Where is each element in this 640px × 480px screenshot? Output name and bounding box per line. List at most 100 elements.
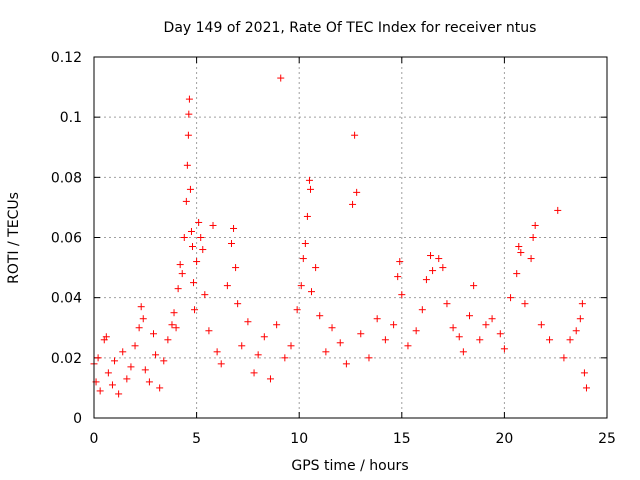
data-point xyxy=(102,333,110,341)
data-point xyxy=(342,360,350,368)
data-point xyxy=(250,369,258,377)
data-point xyxy=(496,330,504,338)
data-point xyxy=(180,234,188,241)
data-point xyxy=(135,324,143,332)
data-point xyxy=(572,327,580,335)
data-point xyxy=(227,240,235,248)
data-point xyxy=(141,366,149,374)
data-point xyxy=(230,224,238,232)
data-point xyxy=(560,354,568,362)
data-point xyxy=(108,381,116,389)
data-point xyxy=(365,354,373,362)
data-point xyxy=(529,234,537,241)
data-point xyxy=(119,348,127,356)
data-point xyxy=(422,276,430,284)
data-point xyxy=(299,255,307,263)
data-point xyxy=(303,212,311,220)
data-point xyxy=(94,354,102,362)
data-point xyxy=(305,176,313,184)
data-point xyxy=(123,375,131,383)
data-point xyxy=(139,315,147,323)
data-point xyxy=(238,342,246,350)
grid-lines xyxy=(94,57,607,418)
data-point xyxy=(150,330,158,338)
data-point xyxy=(466,312,474,320)
data-point xyxy=(213,348,221,356)
y-axis-label: ROTI / TECUs xyxy=(6,192,22,284)
y-tick-label: 0.04 xyxy=(51,291,82,307)
data-point xyxy=(232,264,240,272)
data-point xyxy=(476,336,484,344)
data-point xyxy=(234,300,242,308)
data-point xyxy=(412,327,420,335)
data-point xyxy=(260,333,268,341)
data-point xyxy=(209,221,217,229)
data-point xyxy=(578,300,586,308)
data-point xyxy=(187,227,195,235)
data-point xyxy=(482,321,490,329)
x-tick-label: 0 xyxy=(90,431,99,447)
chart-title: Day 149 of 2021, Rate Of TEC Index for r… xyxy=(164,20,537,36)
data-point xyxy=(104,369,112,377)
data-point xyxy=(185,95,193,103)
data-point xyxy=(357,330,365,338)
data-point xyxy=(531,221,539,229)
data-point xyxy=(137,303,145,311)
data-point xyxy=(191,306,199,314)
data-point xyxy=(316,312,324,320)
data-point xyxy=(190,279,198,287)
data-point xyxy=(287,342,295,350)
data-point xyxy=(517,249,525,257)
data-point xyxy=(266,375,274,383)
data-point xyxy=(418,306,426,314)
x-tick-label: 15 xyxy=(393,431,411,447)
data-point xyxy=(576,315,584,323)
data-point xyxy=(537,321,545,329)
plot-frame xyxy=(93,56,608,419)
data-point xyxy=(459,348,467,356)
data-point xyxy=(513,270,521,278)
data-point xyxy=(254,351,262,359)
data-point xyxy=(244,318,252,326)
data-point xyxy=(500,345,508,353)
data-point xyxy=(170,309,178,317)
data-point xyxy=(152,351,160,359)
data-point xyxy=(199,246,207,254)
y-tick-label: 0 xyxy=(73,411,82,427)
data-point xyxy=(178,270,186,278)
data-point xyxy=(521,300,529,308)
data-point xyxy=(96,387,104,395)
x-axis-label: GPS time / hours xyxy=(291,458,408,474)
data-point xyxy=(515,243,523,251)
data-point xyxy=(164,336,172,344)
data-point xyxy=(217,360,225,368)
y-tick-label: 0.1 xyxy=(60,110,82,126)
data-point xyxy=(396,258,404,266)
data-point xyxy=(301,240,309,248)
data-point xyxy=(336,339,344,347)
y-tick-label: 0.02 xyxy=(51,351,82,367)
x-tick-labels: 0 5 10 15 20 25 xyxy=(90,431,616,447)
data-point xyxy=(223,282,231,290)
y-tick-label: 0.06 xyxy=(51,231,82,247)
data-point xyxy=(312,264,320,272)
x-tick-label: 20 xyxy=(495,431,513,447)
y-tick-labels: 0 0.02 0.04 0.06 0.08 0.1 0.12 xyxy=(51,50,82,427)
data-point xyxy=(349,200,357,208)
data-point xyxy=(205,327,213,335)
x-tick-label: 5 xyxy=(192,431,201,447)
data-point xyxy=(176,261,184,269)
data-point xyxy=(193,258,201,266)
data-point xyxy=(183,161,191,169)
data-point xyxy=(184,131,192,139)
data-point xyxy=(488,315,496,323)
data-point xyxy=(582,384,590,392)
data-point xyxy=(273,321,281,329)
data-point xyxy=(145,378,153,386)
data-point xyxy=(507,294,515,302)
data-point xyxy=(443,300,451,308)
y-tick-label: 0.12 xyxy=(51,50,82,66)
data-point xyxy=(182,197,190,205)
data-point xyxy=(127,363,135,371)
